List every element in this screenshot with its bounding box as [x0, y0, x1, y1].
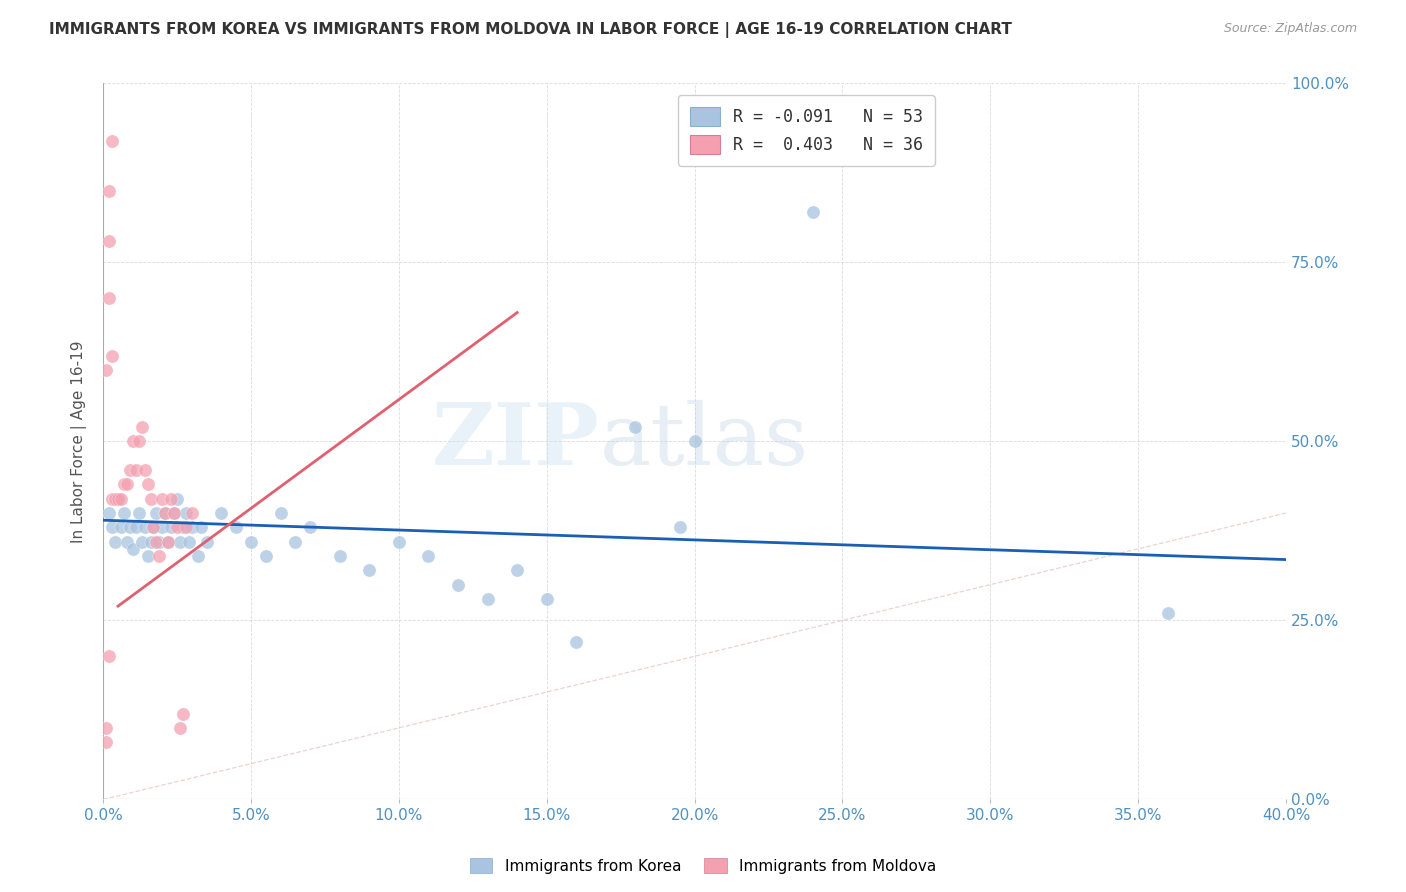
- Point: [150, 491, 173, 506]
- Point: [101, 491, 124, 506]
- Legend: Immigrants from Korea, Immigrants from Moldova: Immigrants from Korea, Immigrants from M…: [464, 852, 942, 880]
- Point: [98, 234, 121, 248]
- Point: [329, 549, 352, 563]
- Point: [536, 591, 558, 606]
- Point: [136, 549, 159, 563]
- Y-axis label: In Labor Force | Age 16-19: In Labor Force | Age 16-19: [72, 340, 87, 542]
- Point: [195, 534, 218, 549]
- Point: [174, 506, 197, 520]
- Point: [96, 363, 118, 377]
- Point: [110, 520, 132, 534]
- Point: [125, 463, 148, 477]
- Point: [1157, 607, 1180, 621]
- Point: [136, 477, 159, 491]
- Point: [131, 534, 153, 549]
- Point: [112, 477, 135, 491]
- Text: ZIP: ZIP: [432, 400, 600, 483]
- Point: [624, 420, 647, 434]
- Point: [177, 534, 200, 549]
- Point: [107, 491, 129, 506]
- Point: [134, 520, 156, 534]
- Point: [121, 541, 143, 556]
- Point: [187, 549, 209, 563]
- Point: [125, 520, 148, 534]
- Point: [101, 134, 124, 148]
- Point: [155, 506, 177, 520]
- Point: [98, 506, 121, 520]
- Point: [139, 534, 162, 549]
- Point: [148, 534, 170, 549]
- Point: [121, 434, 143, 449]
- Point: [180, 520, 202, 534]
- Point: [172, 706, 194, 721]
- Point: [225, 520, 247, 534]
- Point: [565, 635, 588, 649]
- Point: [477, 591, 499, 606]
- Point: [254, 549, 277, 563]
- Point: [110, 491, 132, 506]
- Point: [115, 534, 138, 549]
- Point: [150, 520, 173, 534]
- Point: [190, 520, 212, 534]
- Point: [107, 491, 129, 506]
- Point: [163, 506, 186, 520]
- Point: [447, 577, 470, 591]
- Point: [101, 349, 124, 363]
- Point: [98, 184, 121, 198]
- Point: [359, 563, 381, 577]
- Point: [388, 534, 411, 549]
- Point: [118, 463, 141, 477]
- Point: [172, 520, 194, 534]
- Point: [142, 520, 165, 534]
- Point: [299, 520, 322, 534]
- Point: [160, 491, 183, 506]
- Point: [128, 434, 150, 449]
- Point: [98, 649, 121, 664]
- Point: [96, 735, 118, 749]
- Point: [142, 520, 165, 534]
- Point: [166, 491, 188, 506]
- Point: [118, 520, 141, 534]
- Point: [174, 520, 197, 534]
- Point: [148, 549, 170, 563]
- Point: [166, 520, 188, 534]
- Point: [98, 291, 121, 305]
- Point: [128, 506, 150, 520]
- Point: [160, 520, 183, 534]
- Text: atlas: atlas: [600, 400, 808, 483]
- Point: [101, 520, 124, 534]
- Point: [169, 721, 191, 735]
- Point: [157, 534, 180, 549]
- Point: [284, 534, 307, 549]
- Point: [145, 506, 167, 520]
- Point: [163, 506, 186, 520]
- Point: [169, 534, 191, 549]
- Point: [211, 506, 233, 520]
- Text: IMMIGRANTS FROM KOREA VS IMMIGRANTS FROM MOLDOVA IN LABOR FORCE | AGE 16-19 CORR: IMMIGRANTS FROM KOREA VS IMMIGRANTS FROM…: [49, 22, 1012, 38]
- Legend: R = -0.091   N = 53, R =  0.403   N = 36: R = -0.091 N = 53, R = 0.403 N = 36: [678, 95, 935, 166]
- Point: [801, 205, 824, 219]
- Point: [155, 506, 177, 520]
- Point: [157, 534, 180, 549]
- Point: [131, 420, 153, 434]
- Point: [240, 534, 263, 549]
- Point: [104, 534, 127, 549]
- Text: Source: ZipAtlas.com: Source: ZipAtlas.com: [1223, 22, 1357, 36]
- Point: [669, 520, 692, 534]
- Point: [145, 534, 167, 549]
- Point: [180, 506, 202, 520]
- Point: [270, 506, 292, 520]
- Point: [115, 477, 138, 491]
- Point: [104, 491, 127, 506]
- Point: [134, 463, 156, 477]
- Point: [96, 721, 118, 735]
- Point: [418, 549, 440, 563]
- Point: [112, 506, 135, 520]
- Point: [139, 491, 162, 506]
- Point: [683, 434, 706, 449]
- Point: [506, 563, 529, 577]
